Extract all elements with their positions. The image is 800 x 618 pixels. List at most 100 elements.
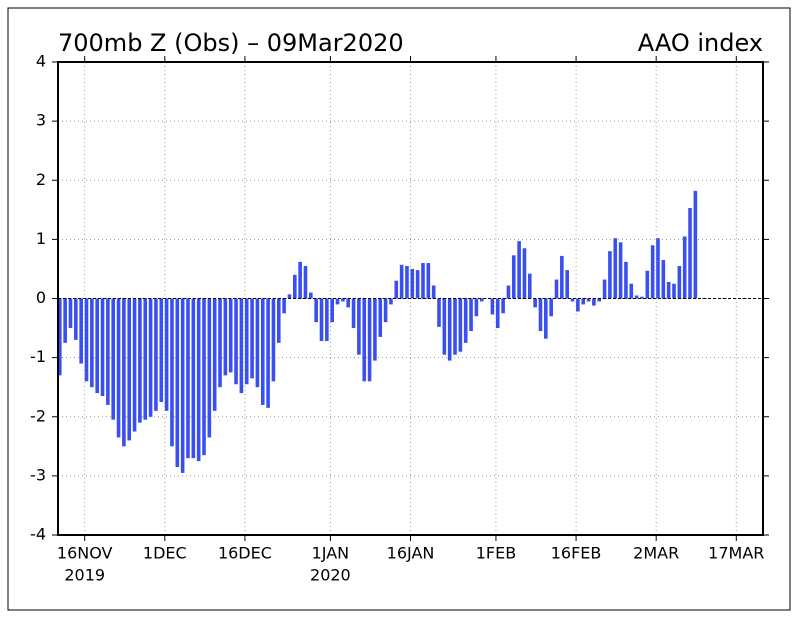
bar <box>127 298 132 441</box>
x-year-label: 2020 <box>310 566 351 585</box>
bar <box>303 265 308 299</box>
bar <box>682 236 687 299</box>
bar <box>228 298 233 373</box>
bar <box>389 298 393 305</box>
bar <box>148 298 153 417</box>
x-year-label: 2019 <box>64 566 105 585</box>
bar <box>666 281 671 299</box>
bar <box>293 274 297 299</box>
bar <box>202 298 206 456</box>
y-tick-label: 2 <box>36 170 46 189</box>
bar <box>624 261 628 299</box>
y-tick-label: 1 <box>36 229 46 248</box>
bar <box>378 298 383 337</box>
bar <box>688 208 692 299</box>
bar <box>511 255 516 299</box>
bar <box>650 245 655 299</box>
bar <box>330 298 334 323</box>
bar <box>549 298 553 317</box>
bar <box>357 298 361 355</box>
bar <box>106 298 110 405</box>
bar <box>351 298 356 329</box>
bar <box>693 190 698 299</box>
bar <box>554 279 559 299</box>
bar <box>490 298 495 315</box>
bar <box>560 255 564 299</box>
bar <box>437 298 441 327</box>
x-tick-label: 16JAN <box>387 544 435 563</box>
bar <box>341 298 345 302</box>
bar <box>597 298 602 302</box>
bar <box>250 298 254 379</box>
x-tick-label: 16DEC <box>218 544 272 563</box>
bar <box>362 298 367 382</box>
bar <box>335 298 340 305</box>
x-tick-label: 1FEB <box>476 544 516 563</box>
bar <box>207 298 212 438</box>
bar <box>538 298 543 332</box>
bar <box>79 298 83 364</box>
bar <box>212 298 217 411</box>
bar <box>143 298 148 420</box>
bar <box>528 273 532 299</box>
bar <box>544 298 548 339</box>
bar <box>506 285 511 299</box>
bar <box>495 298 500 329</box>
plot-border <box>57 61 764 536</box>
bar <box>170 298 174 447</box>
y-tick-label: -2 <box>30 406 46 425</box>
bar <box>613 238 618 299</box>
bar <box>271 298 276 382</box>
bar <box>266 298 270 408</box>
y-tick-label: 0 <box>36 288 46 307</box>
bar <box>645 270 650 299</box>
bar <box>74 298 78 340</box>
bar <box>58 298 62 376</box>
bar <box>287 294 292 299</box>
bar <box>90 298 94 388</box>
y-tick-label: -1 <box>30 347 46 366</box>
bar <box>421 263 425 299</box>
bar <box>517 241 521 299</box>
bar <box>346 298 351 308</box>
bar <box>122 298 126 447</box>
x-tick-label: 17MAR <box>708 544 764 563</box>
bar <box>618 242 623 299</box>
bar <box>565 270 569 299</box>
bar <box>191 298 196 459</box>
bar <box>453 298 457 355</box>
bar <box>405 265 409 299</box>
bar <box>581 298 586 305</box>
bar <box>410 268 415 299</box>
bar <box>255 298 260 388</box>
bar <box>399 264 404 299</box>
bar <box>180 298 185 473</box>
bar <box>309 292 313 299</box>
bar <box>223 298 228 376</box>
bar <box>298 261 302 299</box>
bar <box>586 298 591 302</box>
frame <box>7 7 791 611</box>
bar <box>656 238 660 299</box>
bar <box>677 265 682 299</box>
bar <box>325 298 329 342</box>
bar <box>244 298 249 385</box>
bar <box>458 298 463 352</box>
x-tick-label: 1DEC <box>143 544 187 563</box>
x-tick-label: 16FEB <box>551 544 602 563</box>
bar <box>186 298 190 459</box>
bar <box>314 298 318 323</box>
bar <box>116 298 121 438</box>
bar <box>576 298 580 312</box>
bar <box>132 298 137 432</box>
bar <box>447 298 452 361</box>
y-tick-label: -3 <box>30 465 46 484</box>
bar <box>533 298 537 308</box>
bar <box>442 298 447 355</box>
bar <box>154 298 158 411</box>
bar <box>239 298 244 394</box>
bar <box>367 298 372 382</box>
bar <box>84 298 89 382</box>
